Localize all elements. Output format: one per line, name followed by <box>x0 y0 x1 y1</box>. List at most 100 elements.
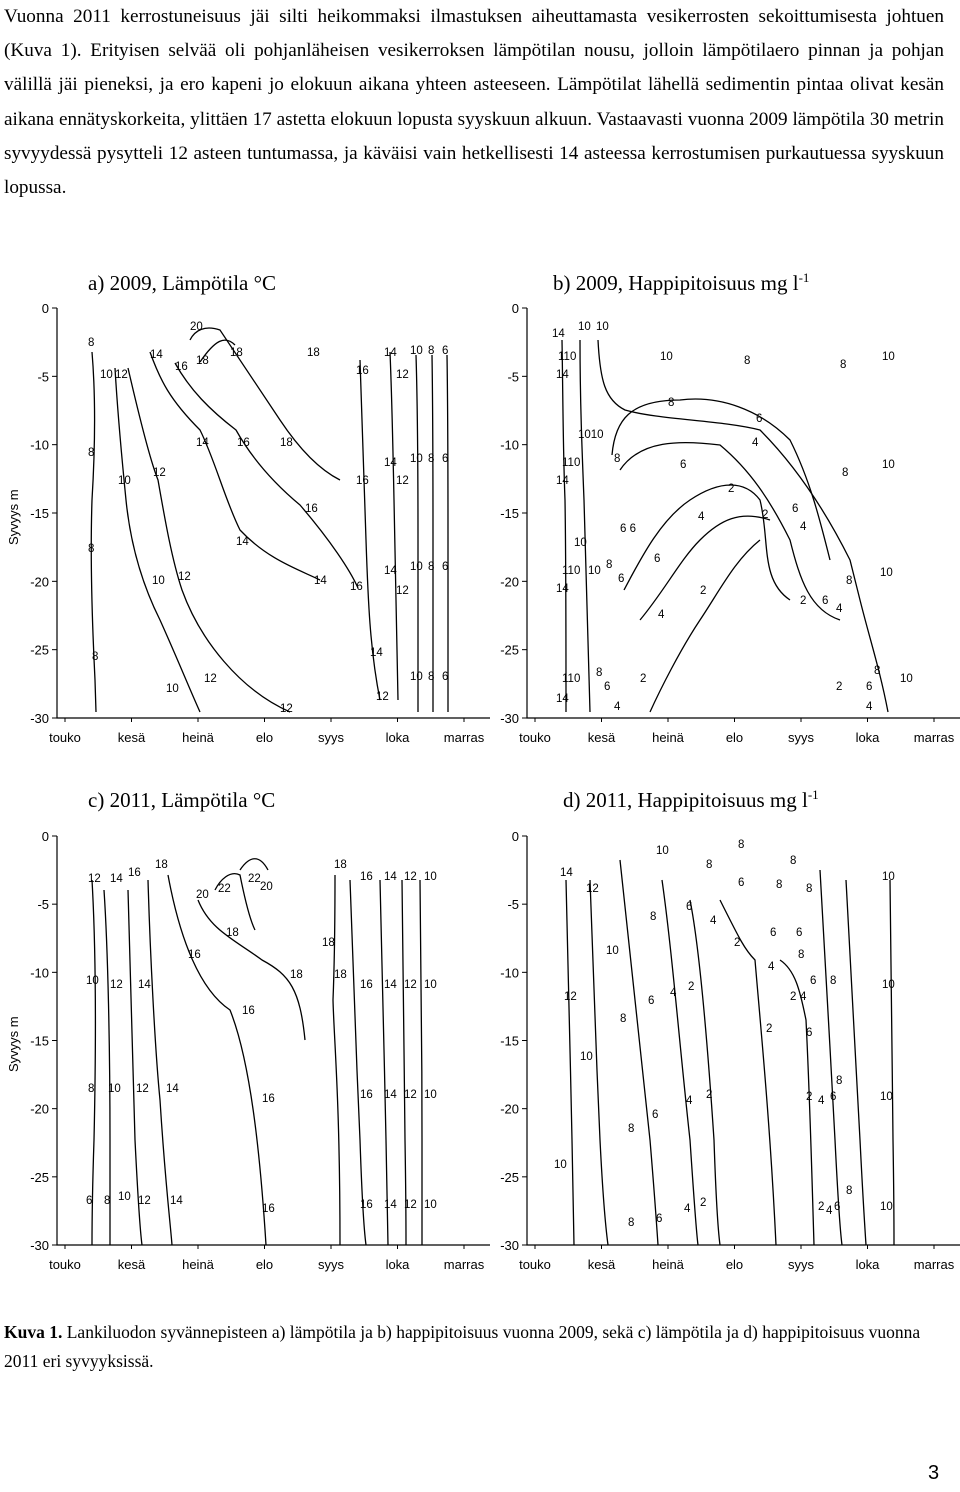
contour-label: 8 <box>104 1195 110 1207</box>
contour-label: 10 <box>554 1159 567 1171</box>
isopleth-line <box>561 339 567 713</box>
x-tick-label: loka <box>856 730 881 745</box>
x-tick-label: loka <box>386 1257 411 1272</box>
contour-label: 16 <box>350 581 363 593</box>
contour-label: 2 <box>790 991 796 1003</box>
contour-label: 8 <box>628 1217 634 1229</box>
contour-label: 22 <box>248 873 261 885</box>
contour-label: 14 <box>384 457 397 469</box>
contour-label: 2 <box>836 681 842 693</box>
contour-label: 8 <box>88 447 94 459</box>
x-tick-label: heinä <box>652 730 685 745</box>
contour-label: 10 <box>880 567 893 579</box>
y-tick-label: 0 <box>42 829 49 844</box>
contour-label: 18 <box>196 355 209 367</box>
contour-label: 110 <box>562 565 580 577</box>
y-tick-label: -20 <box>30 1102 49 1117</box>
contour-label: 20 <box>260 881 273 893</box>
x-tick-label: touko <box>49 730 81 745</box>
contour-label: 14 <box>560 867 573 879</box>
contour-label: 12 <box>396 585 409 597</box>
contour-label: 14 <box>314 575 327 587</box>
caption-text: Lankiluodon syvännepisteen a) lämpötila … <box>4 1322 921 1371</box>
contour-label: 4 <box>768 961 775 973</box>
contour-label: 8 <box>620 1013 626 1025</box>
contour-label: 8 <box>842 467 848 479</box>
y-tick-label: -5 <box>507 897 519 912</box>
contour-label: 6 <box>796 927 802 939</box>
contour-lines-b <box>561 339 889 713</box>
contour-label: 6 <box>680 459 686 471</box>
contour-label: 10 <box>900 673 913 685</box>
y-tick-label: -30 <box>30 1238 49 1253</box>
isotherm-line <box>103 889 111 1245</box>
contour-label: 6 <box>604 681 610 693</box>
contour-label: 2 <box>640 673 646 685</box>
x-tick-label: syys <box>318 730 345 745</box>
contour-label: 12 <box>110 979 123 991</box>
contour-label: 10 <box>882 979 895 991</box>
contour-label: 10 <box>606 945 619 957</box>
panel-title-a: a) 2009, Lämpötila °C <box>88 271 277 295</box>
y-tick-label: -25 <box>500 1170 519 1185</box>
isopleth-line <box>661 879 699 1246</box>
x-tick-label: touko <box>49 1257 81 1272</box>
contour-label: 4 <box>800 991 807 1003</box>
contour-label: 18 <box>290 969 303 981</box>
isopleth-line <box>845 879 867 1246</box>
panel-title-c: c) 2011, Lämpötila °C <box>88 788 276 812</box>
contour-label: 16 <box>360 979 373 991</box>
contour-label: 6 <box>770 927 776 939</box>
contour-label: 10 <box>424 871 437 883</box>
x-tick-label: marras <box>444 730 485 745</box>
x-tick-label: heinä <box>182 730 215 745</box>
contour-label: 14 <box>384 347 397 359</box>
y-tick-label: -15 <box>500 506 519 521</box>
contour-label: 6 <box>648 995 654 1007</box>
x-tick-label: marras <box>444 1257 485 1272</box>
x-tick-label: heinä <box>652 1257 685 1272</box>
contour-label: 10 <box>424 1199 437 1211</box>
contour-label: 16 <box>175 361 188 373</box>
isopleth-line <box>889 879 895 1246</box>
isotherm-line <box>446 354 449 712</box>
contour-label: 6 <box>656 1213 662 1225</box>
contour-label: 16 <box>360 1199 373 1211</box>
contour-label: 18 <box>322 937 335 949</box>
figure-caption: Kuva 1. Lankiluodon syvännepisteen a) lä… <box>4 1318 948 1376</box>
x-tick-label: loka <box>386 730 411 745</box>
contour-label: 12 <box>404 1089 417 1101</box>
isotherm-line <box>415 354 419 712</box>
contour-label: 6 <box>834 1201 840 1213</box>
contour-label: 10 <box>86 975 99 987</box>
contour-label: 4 <box>658 609 665 621</box>
y-tick-label: -30 <box>500 1238 519 1253</box>
contour-label: 14 <box>150 349 163 361</box>
contour-label: 2 <box>688 981 694 993</box>
contour-lines-d <box>565 859 895 1246</box>
contour-label: 4 <box>752 437 759 449</box>
isopleth-line <box>649 539 761 713</box>
contour-label: 14 <box>556 369 569 381</box>
contour-label: 12 <box>404 871 417 883</box>
isotherm-line <box>127 367 291 713</box>
contour-label: 2 <box>800 595 806 607</box>
contour-label: 4 <box>710 915 717 927</box>
x-tick-label: elo <box>256 1257 273 1272</box>
isopleth-line <box>819 869 843 1246</box>
contour-lines-c <box>91 858 423 1246</box>
isotherm-line <box>401 879 407 1246</box>
contour-label: 4 <box>818 1095 825 1107</box>
contour-label: 8 <box>650 911 656 923</box>
y-tick-label: 0 <box>512 829 519 844</box>
isotherm-line <box>199 339 236 363</box>
contour-label: 6 <box>442 345 448 357</box>
contour-label: 16 <box>128 867 141 879</box>
isopleth-line <box>565 879 575 1246</box>
y-tick-label: -15 <box>500 1034 519 1049</box>
axis-frame-c <box>56 836 490 1246</box>
contour-label: 4 <box>866 701 873 713</box>
contour-label: 14 <box>552 328 565 340</box>
y-tick-label: -10 <box>30 438 49 453</box>
contour-label: 10 <box>108 1083 121 1095</box>
